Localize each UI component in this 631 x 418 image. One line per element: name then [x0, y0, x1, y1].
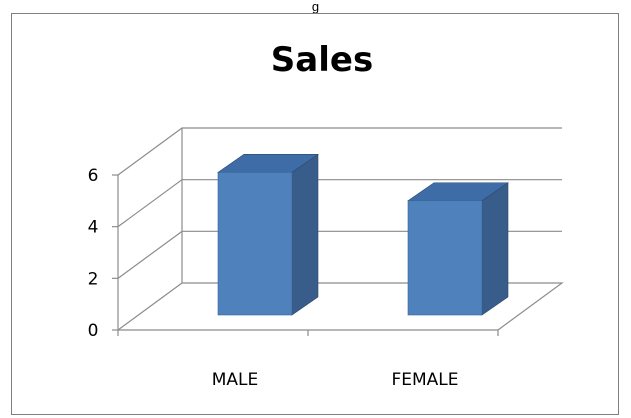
- x-category-label-male: MALE: [212, 370, 259, 390]
- y-tick-label-6: 6: [88, 166, 99, 186]
- chart-labels: 0 2 4 6 MALE FEMALE: [88, 166, 459, 390]
- caption-strip: g: [0, 0, 631, 14]
- caption-text-fragment: g: [311, 0, 320, 14]
- bar-front-female: [407, 200, 483, 316]
- bar-side-male: [291, 153, 319, 316]
- chart-title: Sales: [271, 40, 373, 80]
- bar-female: [407, 182, 509, 316]
- gridline-0: [117, 282, 564, 331]
- bar-front-male: [217, 172, 293, 316]
- gridline-6: [117, 127, 562, 176]
- chart-bars: [217, 153, 509, 316]
- y-tick-label-0: 0: [88, 321, 99, 341]
- y-tick-label-4: 4: [88, 218, 99, 238]
- bar-side-female: [481, 182, 509, 316]
- x-category-label-female: FEMALE: [391, 370, 458, 390]
- bar-male: [217, 153, 319, 316]
- y-tick-label-2: 2: [88, 269, 99, 289]
